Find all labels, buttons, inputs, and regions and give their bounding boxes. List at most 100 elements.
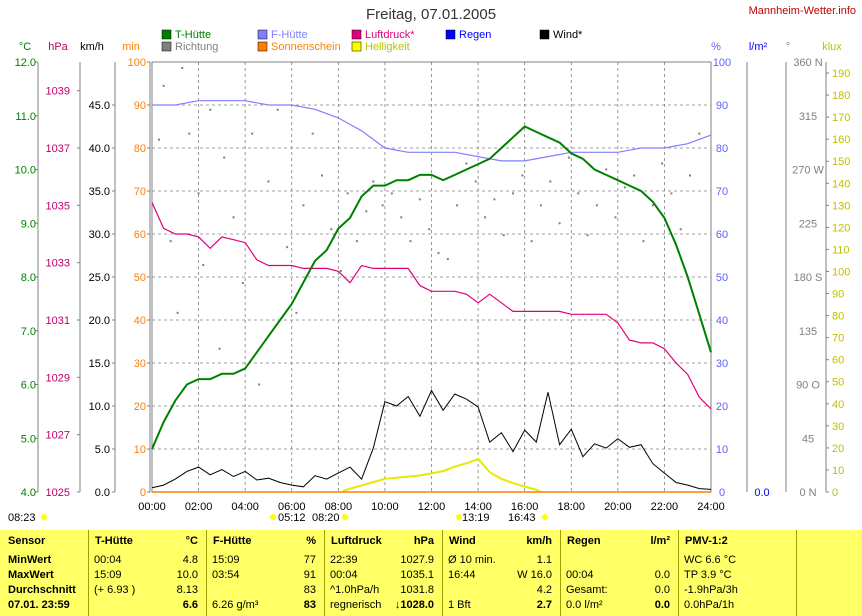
axis-tick-label: 100 bbox=[832, 266, 850, 278]
axis-tick-label: 0.0 bbox=[95, 487, 110, 499]
col-spacer bbox=[796, 530, 862, 616]
cell-pmv: 0.0hPa/1h bbox=[684, 599, 735, 611]
axis-tick-label: 180 bbox=[832, 90, 850, 102]
legend-label: Sonnenschein bbox=[271, 41, 341, 53]
axis-tick-label: 150 bbox=[832, 156, 850, 168]
axis-tick-label: 45 bbox=[802, 433, 814, 445]
axis-unit-temp: °C bbox=[19, 41, 31, 53]
direction-point bbox=[633, 174, 636, 177]
legend-swatch bbox=[445, 29, 456, 40]
axis-tick-label: 0.0 bbox=[754, 487, 769, 499]
direction-point bbox=[176, 311, 179, 314]
row-label: MinWert bbox=[8, 554, 52, 566]
axis-tick-label: 225 bbox=[799, 218, 817, 230]
legend-swatch bbox=[351, 29, 362, 40]
direction-point bbox=[530, 240, 533, 243]
axis-tick-label: 90 bbox=[134, 100, 146, 112]
header-pmv: PMV-1:2 bbox=[685, 535, 728, 547]
axis-tick-label: 7.0 bbox=[21, 326, 36, 338]
axis-tick-label: 6.0 bbox=[21, 380, 36, 392]
legend-label: Helligkeit bbox=[365, 41, 410, 53]
cell-value: 4.2 bbox=[536, 584, 552, 596]
axis-tick-label: 0 bbox=[832, 487, 838, 499]
cell-value: 83 bbox=[303, 584, 316, 596]
cell-detail: (+ 6.93 ) bbox=[94, 584, 136, 596]
direction-point bbox=[418, 198, 421, 201]
series-luftdruck bbox=[151, 202, 712, 410]
axis-tick-label: 60 bbox=[832, 355, 844, 367]
cell-value: 1027.9 bbox=[400, 554, 434, 566]
legend-label: Wind* bbox=[553, 29, 583, 41]
axis-tick-label: 10 bbox=[134, 444, 146, 456]
direction-point bbox=[456, 204, 459, 207]
axis-tick-label: 110 bbox=[832, 244, 850, 256]
series-wind bbox=[151, 389, 712, 490]
axis-tick-label: 140 bbox=[832, 178, 850, 190]
header-luftdruck: Luftdruck bbox=[331, 535, 382, 547]
axis-tick-label: 90 O bbox=[796, 380, 820, 392]
axis-tick-label: 0 N bbox=[799, 487, 816, 499]
solar-noon-icon bbox=[456, 514, 462, 520]
cell-value: 77 bbox=[303, 554, 316, 566]
axis-tick-label: 360 N bbox=[793, 57, 822, 69]
direction-point bbox=[502, 234, 505, 237]
axis-tick-label: 40 bbox=[832, 399, 844, 411]
x-tick-label: 24:00 bbox=[697, 501, 725, 513]
brand-link[interactable]: Mannheim-Wetter.info bbox=[748, 5, 856, 17]
direction-point bbox=[267, 180, 270, 183]
direction-point bbox=[512, 192, 515, 195]
direction-point bbox=[311, 132, 314, 135]
direction-point bbox=[232, 216, 235, 219]
direction-point bbox=[614, 216, 617, 219]
summary-table: Sensor T-Hütte °C F-Hütte % Luftdruck hP… bbox=[0, 530, 862, 616]
direction-point bbox=[586, 234, 589, 237]
axis-tick-label: 30.0 bbox=[89, 229, 110, 241]
direction-point bbox=[202, 264, 205, 267]
axis-tick-label: 20 bbox=[832, 443, 844, 455]
cell-detail: 6.26 g/m³ bbox=[212, 599, 259, 611]
cell-pmv: WC 6.6 °C bbox=[684, 554, 737, 566]
direction-point bbox=[558, 222, 561, 225]
header-t-unit: °C bbox=[185, 535, 198, 547]
direction-point bbox=[474, 180, 477, 183]
axis-unit-rain: l/m² bbox=[749, 41, 768, 53]
cell-detail: ^1.0hPa/h bbox=[330, 584, 380, 596]
axis-tick-label: 1039 bbox=[46, 86, 70, 98]
direction-point bbox=[241, 281, 244, 284]
legend-label: Luftdruck* bbox=[365, 29, 415, 41]
axis-tick-label: 160 bbox=[832, 134, 850, 146]
daylight-icon bbox=[342, 514, 348, 520]
axis-tick-label: 80 bbox=[716, 143, 728, 155]
axis-tick-label: 60 bbox=[134, 229, 146, 241]
axis-tick-label: 170 bbox=[832, 112, 850, 124]
direction-point bbox=[390, 192, 393, 195]
cell-detail: regnerisch bbox=[330, 599, 382, 611]
weather-chart: 12.0 11.0 10.0 9.0 8.0 7.0 6.0 5.0 4.0 1039 1037 10… bbox=[8, 29, 850, 524]
axis-tick-label: 1027 bbox=[46, 430, 70, 442]
cell-value: 2.7 bbox=[536, 599, 552, 611]
legend-swatch bbox=[161, 29, 172, 40]
direction-point bbox=[465, 162, 468, 165]
direction-point bbox=[567, 156, 570, 159]
direction-point bbox=[169, 240, 172, 243]
row-label: MaxWert bbox=[8, 569, 54, 581]
axis-tick-label: 10.0 bbox=[15, 165, 36, 177]
axis-tick-label: 120 bbox=[832, 222, 850, 234]
x-tick-label: 06:00 bbox=[278, 501, 306, 513]
axis-tick-label: 1037 bbox=[46, 143, 70, 155]
cell-value: 10.0 bbox=[176, 569, 198, 581]
direction-point bbox=[321, 174, 324, 177]
axis-tick-label: 90 bbox=[832, 289, 844, 301]
axis-tick-label: 25.0 bbox=[89, 272, 110, 284]
header-w-unit: km/h bbox=[526, 535, 552, 547]
axis-tick-label: 100 bbox=[128, 57, 146, 69]
cell-value: W 16.0 bbox=[517, 569, 552, 581]
col-pmv: PMV-1:2 bbox=[678, 530, 796, 616]
axis-tick-label: 9.0 bbox=[21, 218, 36, 230]
direction-point bbox=[372, 180, 375, 183]
axis-tick-label: 315 bbox=[799, 111, 817, 123]
legend-swatch bbox=[257, 41, 268, 52]
cell-detail: Ø 10 min. bbox=[448, 554, 496, 566]
axis-tick-label: 10 bbox=[716, 444, 728, 456]
axis-tick-label: 10 bbox=[832, 465, 844, 477]
